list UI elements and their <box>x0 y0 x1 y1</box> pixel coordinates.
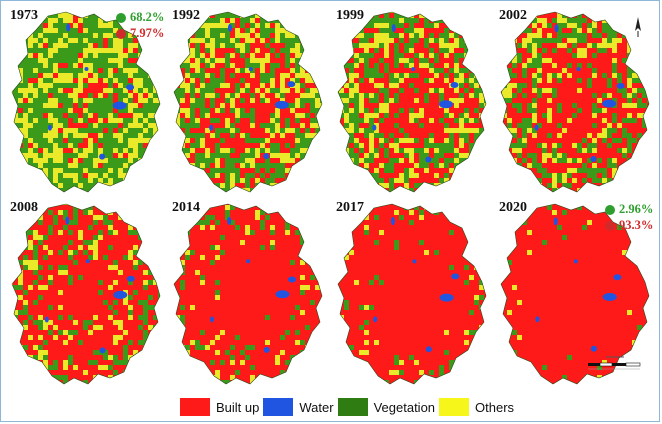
color-dot <box>605 204 615 215</box>
map-panel-1992: 1992 <box>170 8 332 204</box>
land-use-map <box>173 203 323 385</box>
legend-item-builtup: Built up <box>180 398 259 416</box>
color-dot <box>605 220 615 231</box>
legend-swatch <box>337 398 368 416</box>
builtup-percent: 93.3% <box>605 218 653 233</box>
legend-label: Built up <box>216 399 260 415</box>
color-dot <box>116 12 126 23</box>
legend-label: Vegetation <box>373 399 436 415</box>
land-use-map <box>500 203 650 385</box>
legend-swatch <box>180 398 210 416</box>
legend-item-others: Others <box>439 398 514 416</box>
north-arrow-icon <box>635 17 641 37</box>
legend-label: Others <box>475 399 515 415</box>
percent-value: 68.2% <box>130 10 165 24</box>
map-panel-1999: 1999 <box>334 8 496 204</box>
map-panel-2014: 2014 <box>170 200 332 396</box>
percent-value: 93.3% <box>619 218 654 232</box>
legend-label: Water <box>299 399 334 415</box>
year-label: 1973 <box>10 8 38 23</box>
year-label: 1992 <box>172 8 200 23</box>
year-label: 2017 <box>336 200 364 215</box>
percent-value: 2.96% <box>619 202 654 216</box>
year-label: 2020 <box>499 200 527 215</box>
scale-bar-icon <box>588 356 641 370</box>
legend-item-water: Water <box>263 398 334 416</box>
year-label: 2002 <box>499 8 527 23</box>
land-use-map <box>500 11 650 193</box>
land-use-map <box>11 203 161 385</box>
map-legend: Built up Water Vegetation Others <box>180 396 518 418</box>
builtup-percent: 7.97% <box>116 26 164 41</box>
land-use-map <box>173 11 323 193</box>
legend-swatch <box>439 398 470 416</box>
map-panel-2020: 2020 2.96% 93.3% <box>497 200 659 396</box>
land-use-map <box>337 203 487 385</box>
map-panel-2017: 2017 <box>334 200 496 396</box>
land-use-map <box>337 11 487 193</box>
legend-item-vegetation: Vegetation <box>337 398 436 416</box>
vegetation-percent: 2.96% <box>605 202 653 217</box>
year-label: 1999 <box>336 8 364 23</box>
legend-swatch <box>263 398 294 416</box>
map-panel-2008: 2008 <box>8 200 170 396</box>
year-label: 2014 <box>172 200 200 215</box>
map-panel-1973: 1973 68.2% 7.97% <box>8 8 170 204</box>
vegetation-percent: 68.2% <box>116 10 164 25</box>
color-dot <box>116 28 126 39</box>
year-label: 2008 <box>10 200 38 215</box>
map-panel-2002: 2002 <box>497 8 659 204</box>
land-use-map <box>11 11 161 193</box>
percent-value: 7.97% <box>130 26 165 40</box>
